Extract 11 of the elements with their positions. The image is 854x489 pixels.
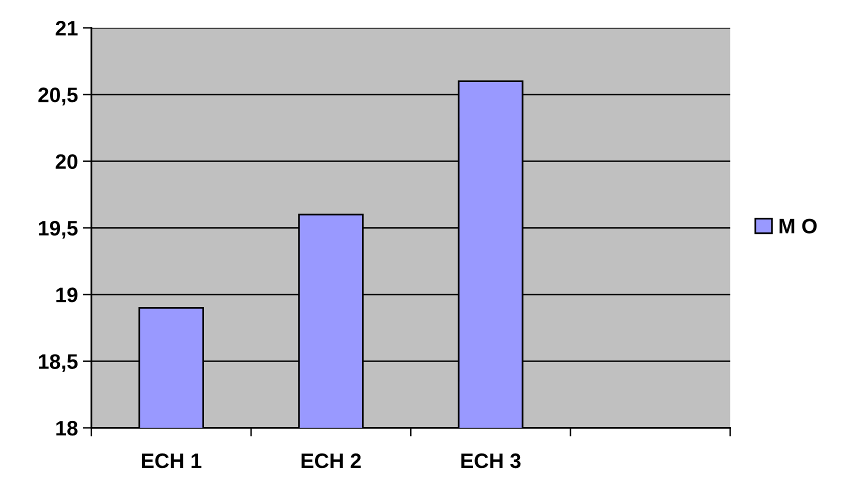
y-tick-label: 19 — [56, 288, 78, 302]
y-tick-label: 18,5 — [38, 354, 78, 372]
y-tick-label: 20,5 — [38, 88, 78, 106]
x-tick-label: ECH 1 — [142, 453, 202, 468]
x-tick-label: ECH 2 — [302, 453, 361, 468]
x-tick-label: ECH 3 — [461, 453, 521, 468]
y-tick-label: 20 — [56, 154, 78, 169]
y-tick-label: 21 — [56, 20, 78, 36]
y-tick-label: 19,5 — [38, 220, 78, 239]
y-tick-label: 18 — [56, 420, 78, 436]
legend-label: M O — [780, 218, 817, 234]
